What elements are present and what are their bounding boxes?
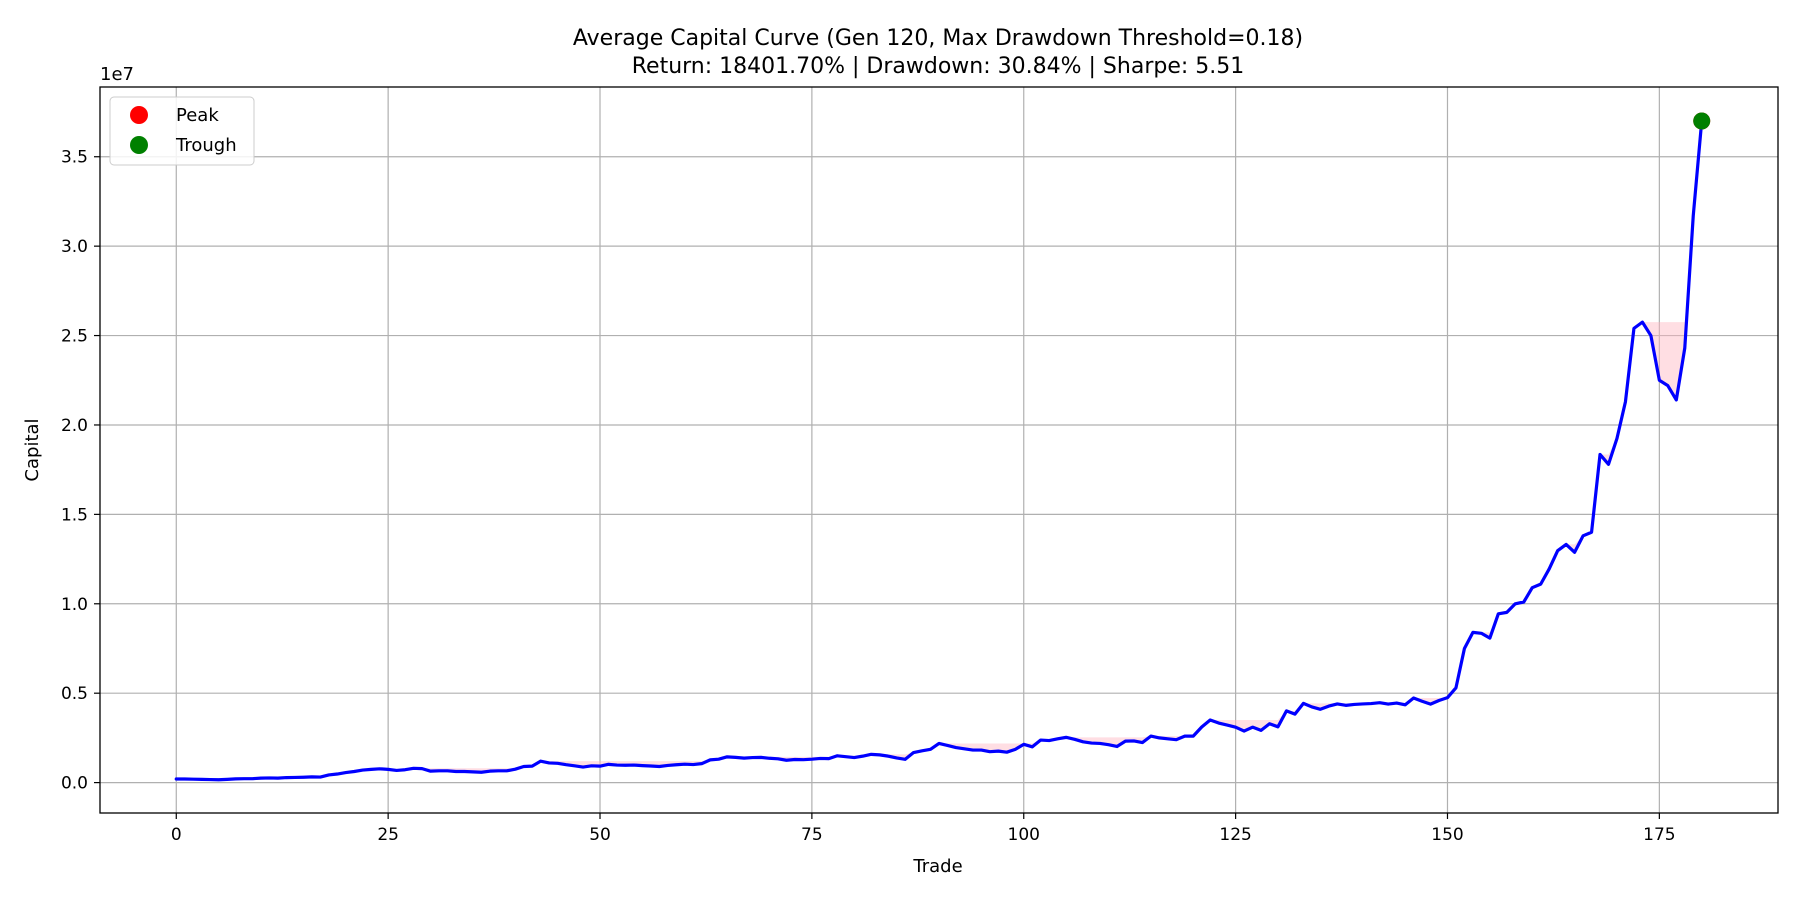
x-tick-label: 75	[801, 825, 823, 845]
chart-title: Average Capital Curve (Gen 120, Max Draw…	[573, 26, 1303, 51]
x-tick-label: 125	[1219, 825, 1251, 845]
y-axis-label: Capital	[22, 418, 43, 481]
x-tick-label: 0	[171, 825, 182, 845]
y-tick-label: 2.5	[61, 327, 88, 347]
grid	[100, 87, 1778, 813]
legend-peak-label: Peak	[176, 105, 219, 126]
chart-subtitle: Return: 18401.70% | Drawdown: 30.84% | S…	[632, 54, 1245, 79]
y-tick-label: 3.0	[61, 237, 88, 257]
x-axis-label: Trade	[912, 856, 962, 877]
legend-peak-marker	[130, 106, 148, 124]
y-tick-label: 0.5	[61, 684, 88, 704]
capital-line	[174, 119, 1704, 782]
plot-frame	[99, 86, 1779, 814]
y-tick-label: 1.0	[61, 595, 88, 615]
x-tick-label: 100	[1008, 825, 1040, 845]
y-tick-label: 1.5	[61, 505, 88, 525]
marker-layer	[1693, 112, 1711, 130]
x-tick-label: 150	[1431, 825, 1463, 845]
legend-trough-marker	[130, 136, 148, 154]
legend-trough-label: Trough	[175, 135, 237, 156]
y-ticks: 0.0 0.5 1.0 1.5 2.0 2.5 3.0 3.5	[61, 148, 100, 794]
x-tick-label: 50	[589, 825, 611, 845]
y-scale-label: 1e7	[100, 64, 134, 85]
legend: Peak Trough	[109, 96, 255, 166]
x-tick-label: 25	[377, 825, 399, 845]
x-tick-label: 175	[1643, 825, 1675, 845]
x-ticks: 0 25 50 75 100 125 150 175	[171, 813, 1676, 845]
y-tick-label: 2.0	[61, 416, 88, 436]
trough-marker	[1693, 112, 1711, 130]
line-layer	[174, 119, 1704, 782]
y-tick-label: 3.5	[61, 148, 88, 168]
y-tick-label: 0.0	[61, 774, 88, 794]
